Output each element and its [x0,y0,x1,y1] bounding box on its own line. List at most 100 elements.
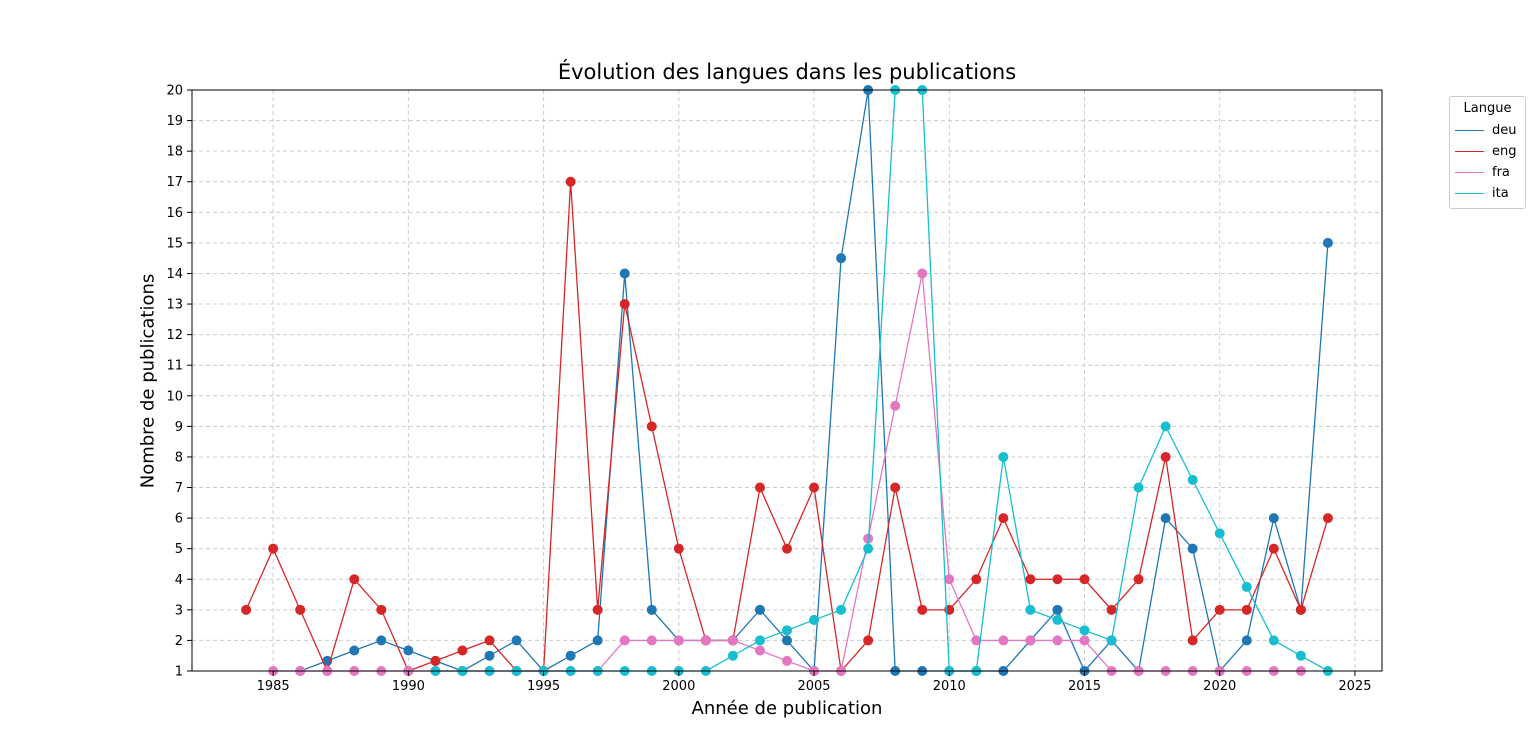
y-tick-label: 17 [166,175,183,190]
point-eng-1999 [646,421,657,432]
x-tick-label: 2000 [662,679,695,694]
legend-title: Langue [1463,101,1512,116]
y-tick-label: 19 [166,114,183,129]
y-axis-label: Nombre de publications [137,273,159,489]
point-eng-2024 [1322,513,1333,524]
point-deu-1996 [565,650,576,661]
point-ita-2002 [727,650,738,661]
point-ita-2021 [1241,581,1252,592]
y-tick-label: 13 [166,298,183,313]
point-ita-2012 [998,451,1009,462]
y-tick-label: 5 [175,542,183,557]
y-tick-label: 14 [166,267,183,282]
point-fra-2009 [917,268,928,279]
point-ita-2004 [782,625,792,636]
point-eng-1991 [430,655,441,666]
point-deu-2006 [836,253,847,264]
point-deu-1989 [376,635,387,646]
x-tick-label: 2015 [1068,679,1101,694]
point-eng-2003 [754,482,765,493]
plot-frame [191,89,1383,672]
point-eng-2007 [863,635,874,646]
point-eng-1993 [484,635,495,646]
series-lines [241,85,1333,676]
point-deu-2024 [1322,237,1333,248]
y-tick-label: 9 [175,420,183,435]
point-fra-2014 [1052,635,1063,646]
point-eng-2014 [1052,574,1063,585]
point-fra-1998 [619,635,630,646]
chart-title: Évolution des langues dans les publicati… [557,60,1017,84]
point-fra-2008 [890,400,901,411]
point-fra-2002 [727,635,738,646]
point-fra-2001 [700,635,711,646]
y-tick-label: 8 [175,450,183,465]
point-ita-2019 [1187,474,1198,485]
point-eng-2011 [971,574,982,585]
series-ita [430,85,1333,676]
axis-ticks: 1985 1990 1995 2000 2005 2010 2015 2020 20251234… [166,84,1371,695]
point-deu-2019 [1187,543,1198,554]
x-axis-label: Année de publication [691,698,883,719]
point-eng-2018 [1160,451,1171,462]
y-tick-label: 1 [175,665,183,680]
y-tick-label: 15 [166,236,183,251]
x-tick-label: 2025 [1338,679,1371,694]
x-tick-label: 1985 [257,679,290,694]
point-ita-2023 [1295,650,1306,661]
legend-item-ita: ita [1450,183,1525,204]
point-deu-2003 [754,604,765,615]
series-line-fra [273,273,1301,672]
point-ita-2005 [809,614,820,625]
point-eng-2017 [1133,574,1144,585]
point-fra-1999 [646,635,657,646]
grid-lines [192,89,1382,672]
legend-swatch-ita [1455,193,1484,194]
point-eng-2015 [1079,574,1090,585]
point-eng-2019 [1187,635,1198,646]
point-fra-2011 [971,635,982,646]
point-ita-2007 [863,543,874,554]
legend-item-fra: fra [1450,162,1525,183]
point-ita-2013 [1025,604,1036,615]
point-deu-2004 [782,635,792,646]
point-eng-2020 [1214,604,1225,615]
point-deu-2014 [1052,604,1063,615]
point-eng-2005 [809,482,820,493]
point-ita-2015 [1079,625,1090,636]
point-eng-2008 [890,482,901,493]
point-fra-2004 [782,655,792,666]
legend-label-eng: eng [1492,144,1517,159]
point-eng-2000 [673,543,684,554]
point-eng-1996 [565,176,576,187]
point-deu-1990 [403,645,414,656]
point-deu-1997 [592,635,603,646]
y-tick-label: 10 [166,389,183,404]
point-eng-2004 [782,543,792,554]
x-tick-label: 1990 [392,679,425,694]
y-tick-label: 4 [175,573,183,588]
y-tick-label: 12 [166,328,183,343]
x-tick-label: 2020 [1203,679,1236,694]
y-tick-label: 3 [175,603,183,618]
point-deu-2021 [1241,635,1252,646]
y-tick-label: 11 [166,359,183,374]
point-deu-1993 [484,650,495,661]
y-tick-label: 20 [166,84,183,99]
y-tick-label: 16 [166,206,183,221]
point-eng-1998 [619,299,630,310]
legend-item-deu: deu [1450,120,1525,141]
point-ita-2022 [1268,635,1279,646]
point-fra-2003 [754,645,765,656]
point-eng-2016 [1106,604,1117,615]
point-eng-1984 [241,604,252,615]
legend-swatch-deu [1455,130,1484,131]
legend-label-ita: ita [1492,186,1509,201]
point-fra-2013 [1025,635,1036,646]
point-eng-1989 [376,604,387,615]
point-fra-2012 [998,635,1009,646]
series-fra [268,268,1306,676]
point-eng-2013 [1025,574,1036,585]
point-eng-1992 [457,645,468,656]
point-fra-2015 [1079,635,1090,646]
